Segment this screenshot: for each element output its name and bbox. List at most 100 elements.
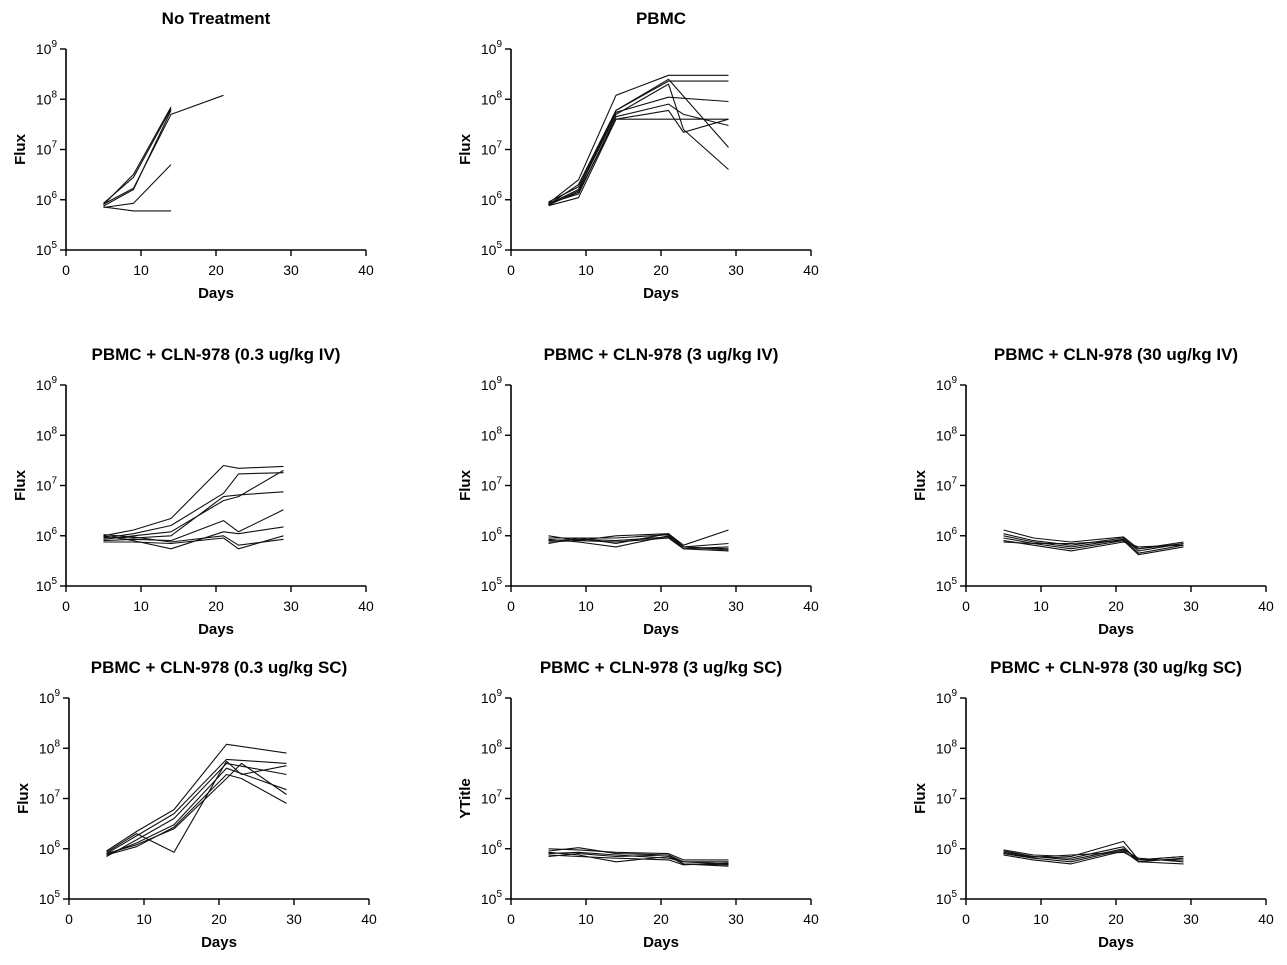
x-axis-title: Days	[198, 621, 234, 638]
y-axis-title: Flux	[12, 133, 29, 164]
y-axis-title: Flux	[912, 469, 929, 500]
x-tick-label: 40	[1258, 598, 1274, 614]
y-tick-label: 105	[936, 576, 958, 594]
x-tick-label: 0	[507, 598, 515, 614]
y-tick-label: 108	[936, 425, 958, 443]
chart-panel-2: PBMC 0 10 20 30 40 105 106 107 108 109 Days Flux	[457, 9, 819, 302]
y-tick-label: 108	[936, 738, 958, 756]
series-line-1	[103, 464, 284, 537]
chart-panel-3: PBMC + CLN-978 (0.3 ug/kg IV) 0 10 20 30 40 10…	[12, 345, 374, 638]
y-tick-label: 109	[36, 39, 58, 57]
chart-title: PBMC + CLN-978 (30 ug/kg IV)	[994, 345, 1238, 364]
y-tick-label: 109	[36, 375, 58, 393]
series-line-3	[103, 110, 172, 207]
x-tick-label: 40	[358, 598, 374, 614]
y-tick-label: 106	[36, 190, 58, 208]
y-tick-label: 107	[936, 476, 958, 494]
series-line-2	[548, 534, 729, 548]
y-tick-label: 109	[39, 688, 61, 706]
series-line-3	[106, 760, 287, 853]
series-line-5	[1003, 850, 1184, 865]
y-tick-label: 108	[36, 425, 58, 443]
y-tick-label: 106	[481, 526, 503, 544]
series-line-3	[548, 78, 729, 206]
series-line-6	[1003, 540, 1184, 550]
y-tick-label: 109	[481, 39, 503, 57]
y-tick-label: 108	[36, 89, 58, 107]
series-line-1	[106, 743, 287, 852]
x-axis-title: Days	[643, 285, 679, 302]
x-tick-label: 30	[1183, 911, 1199, 927]
x-axis-title: Days	[643, 934, 679, 951]
x-tick-label: 10	[578, 911, 594, 927]
x-axis-title: Days	[1098, 934, 1134, 951]
series-line-6	[1003, 851, 1184, 861]
x-tick-label: 20	[1108, 598, 1124, 614]
series-line-6	[548, 109, 729, 207]
y-axis-title: Flux	[457, 133, 474, 164]
series-line-6	[548, 854, 729, 866]
series-line-1	[103, 106, 172, 205]
series-line-5	[106, 767, 287, 856]
x-axis-title: Days	[643, 621, 679, 638]
series-line-4	[548, 851, 729, 865]
x-tick-label: 30	[728, 262, 744, 278]
y-tick-label: 109	[481, 688, 503, 706]
series-line-7	[548, 118, 729, 206]
x-tick-label: 0	[962, 598, 970, 614]
x-tick-label: 20	[208, 262, 224, 278]
series-line-4	[548, 96, 729, 203]
x-tick-label: 40	[361, 911, 377, 927]
y-tick-label: 105	[481, 576, 503, 594]
x-tick-label: 30	[728, 911, 744, 927]
y-tick-label: 107	[481, 140, 503, 158]
chart-panel-1: No Treatment 0 10 20 30 40 105 106 107 108 109 Days…	[12, 9, 374, 302]
series-line-4	[1003, 537, 1184, 556]
series-line-6	[548, 533, 729, 551]
y-axis-title: Flux	[457, 469, 474, 500]
y-tick-label: 109	[936, 688, 958, 706]
series-line-4	[103, 491, 284, 539]
y-tick-label: 108	[39, 738, 61, 756]
x-tick-label: 40	[803, 911, 819, 927]
series-line-5	[548, 537, 729, 552]
x-tick-label: 0	[62, 262, 70, 278]
x-tick-label: 40	[1258, 911, 1274, 927]
y-tick-label: 105	[39, 889, 61, 907]
x-tick-label: 10	[1033, 911, 1049, 927]
x-tick-label: 10	[133, 262, 149, 278]
series-line-4	[106, 762, 287, 857]
x-tick-label: 10	[136, 911, 152, 927]
y-axis-title: Flux	[15, 782, 32, 813]
y-tick-label: 108	[481, 89, 503, 107]
x-tick-label: 20	[653, 262, 669, 278]
y-tick-label: 109	[936, 375, 958, 393]
x-tick-label: 40	[803, 262, 819, 278]
y-tick-label: 108	[481, 425, 503, 443]
series-line-7	[106, 773, 287, 856]
chart-title: PBMC + CLN-978 (0.3 ug/kg SC)	[91, 658, 347, 677]
y-tick-label: 106	[481, 839, 503, 857]
chart-title: PBMC + CLN-978 (0.3 ug/kg IV)	[92, 345, 341, 364]
y-tick-label: 107	[481, 789, 503, 807]
x-tick-label: 0	[962, 911, 970, 927]
x-tick-label: 0	[507, 911, 515, 927]
chart-panel-8: PBMC + CLN-978 (30 ug/kg SC) 0 10 20 30 40 105…	[912, 658, 1274, 951]
y-axis-title: YTitle	[457, 778, 474, 819]
y-tick-label: 109	[481, 375, 503, 393]
series-line-2	[106, 758, 287, 855]
y-tick-label: 107	[936, 789, 958, 807]
y-tick-label: 106	[936, 526, 958, 544]
series-line-3	[103, 469, 284, 540]
y-tick-label: 105	[936, 889, 958, 907]
series-line-8	[548, 103, 729, 204]
x-tick-label: 30	[283, 598, 299, 614]
series-line-5	[103, 164, 172, 209]
chart-title: PBMC + CLN-978 (3 ug/kg IV)	[544, 345, 779, 364]
x-tick-label: 30	[283, 262, 299, 278]
series-line-5	[1003, 540, 1184, 552]
x-tick-label: 10	[578, 262, 594, 278]
chart-title: No Treatment	[162, 9, 271, 28]
x-tick-label: 40	[803, 598, 819, 614]
